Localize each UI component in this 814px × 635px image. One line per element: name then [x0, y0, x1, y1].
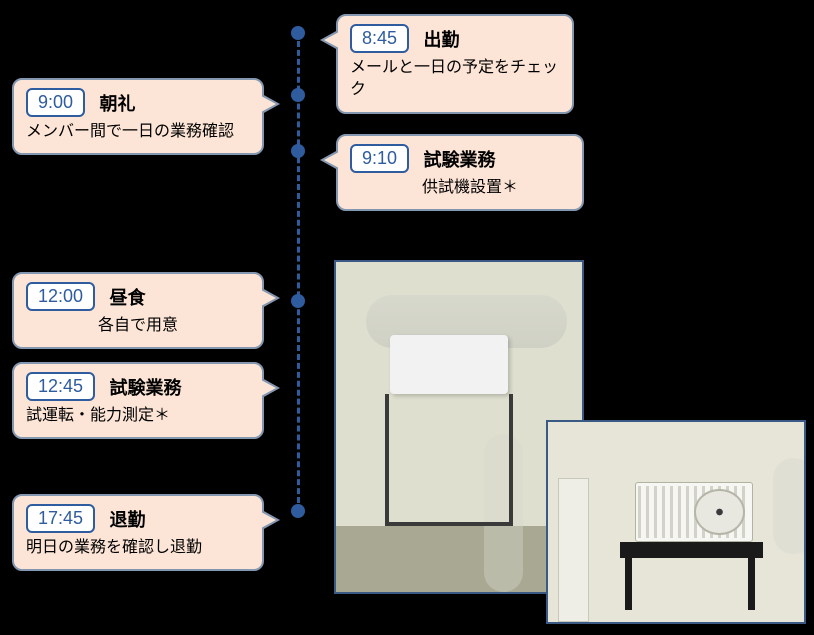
event-bubble: 12:45 試験業務 試運転・能力測定＊ — [12, 362, 264, 439]
timeline-dot — [291, 294, 305, 308]
event-title: 試験業務 — [110, 374, 182, 400]
timeline-dot — [291, 504, 305, 518]
time-badge: 12:00 — [26, 282, 95, 311]
event-title: 朝礼 — [100, 90, 136, 116]
timeline-dot — [291, 26, 305, 40]
event-desc: メンバー間で一日の業務確認 — [26, 121, 250, 143]
time-badge: 9:10 — [350, 144, 409, 173]
event-bubble: 17:45 退勤 明日の業務を確認し退勤 — [12, 494, 264, 571]
event-desc: メールと一日の予定をチェック — [350, 57, 560, 102]
time-badge: 9:00 — [26, 88, 85, 117]
event-title: 出勤 — [424, 26, 460, 52]
event-bubble: 8:45 出勤 メールと一日の予定をチェック — [336, 14, 574, 114]
event-desc: 明日の業務を確認し退勤 — [26, 537, 250, 559]
timeline-dot — [291, 88, 305, 102]
event-desc: 試運転・能力測定＊ — [26, 405, 250, 427]
timeline-dot — [291, 144, 305, 158]
time-badge: 12:45 — [26, 372, 95, 401]
timeline-line — [297, 32, 300, 512]
event-title: 試験業務 — [424, 146, 496, 172]
event-bubble: 12:00 昼食 各自で用意 — [12, 272, 264, 349]
event-title: 退勤 — [110, 506, 146, 532]
event-desc: 各自で用意 — [98, 315, 250, 337]
event-bubble: 9:10 試験業務 供試機設置＊ — [336, 134, 584, 211]
event-title: 昼食 — [110, 284, 146, 310]
event-desc: 供試機設置＊ — [422, 177, 570, 199]
outdoor-unit-photo — [546, 420, 806, 624]
time-badge: 8:45 — [350, 24, 409, 53]
event-bubble: 9:00 朝礼 メンバー間で一日の業務確認 — [12, 78, 264, 155]
time-badge: 17:45 — [26, 504, 95, 533]
